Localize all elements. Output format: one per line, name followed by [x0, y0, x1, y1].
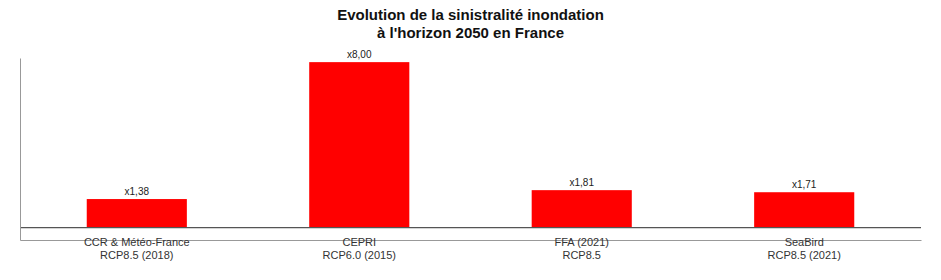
x-tick: CCR & Météo-FranceRCP8.5 (2018) [84, 236, 190, 261]
x-tick-label: CCR & Météo-FranceRCP8.5 (2018) [84, 236, 190, 261]
x-tick: CEPRIRCP6.0 (2015) [323, 236, 396, 261]
x-tick-label-line: FFA (2021) [555, 236, 609, 248]
x-tick-label-line: RCP8.5 [562, 249, 601, 261]
bar [532, 190, 632, 227]
bars [87, 62, 855, 227]
x-tick-label-line: RCP8.5 (2021) [768, 249, 841, 261]
data-label: x1,71 [792, 179, 817, 190]
x-axis: CCR & Météo-FranceRCP8.5 (2018) CEPRIRCP6… [21, 236, 922, 261]
x-tick: FFA (2021)RCP8.5 [555, 236, 609, 261]
x-tick-label: CEPRIRCP6.0 (2015) [323, 236, 396, 261]
data-labels: x1,38 x8,00 x1,81 x1,71 [125, 49, 817, 197]
x-tick-label-line: RCP6.0 (2015) [323, 249, 396, 261]
x-tick-label-line: CCR & Météo-France [84, 236, 190, 248]
bar [87, 199, 187, 228]
x-tick-label: SeaBirdRCP8.5 (2021) [768, 236, 841, 261]
x-tick-label-line: CEPRI [342, 236, 376, 248]
y-axis [20, 59, 21, 241]
plot: CCR & Météo-FranceRCP8.5 (2018) CEPRIRCP6… [20, 49, 922, 261]
bar [754, 192, 854, 227]
baseline [20, 227, 921, 228]
bar [309, 62, 409, 227]
title: Evolution de la sinistralité inondationà… [337, 6, 604, 41]
data-label: x1,38 [125, 186, 150, 197]
title-line: Evolution de la sinistralité inondation [337, 6, 604, 23]
title-line: à l'horizon 2050 en France [377, 24, 564, 41]
y-axis-line [20, 59, 21, 241]
x-tick-label-line: SeaBird [785, 236, 824, 248]
x-tick-label: FFA (2021)RCP8.5 [555, 236, 609, 261]
data-label: x1,81 [570, 177, 595, 188]
data-label: x8,00 [347, 49, 372, 60]
x-tick: SeaBirdRCP8.5 (2021) [768, 236, 841, 261]
x-tick-label-line: RCP8.5 (2018) [100, 249, 173, 261]
chart-container: Evolution de la sinistralité inondationà… [0, 0, 941, 280]
chart-svg: Evolution de la sinistralité inondationà… [0, 0, 941, 280]
